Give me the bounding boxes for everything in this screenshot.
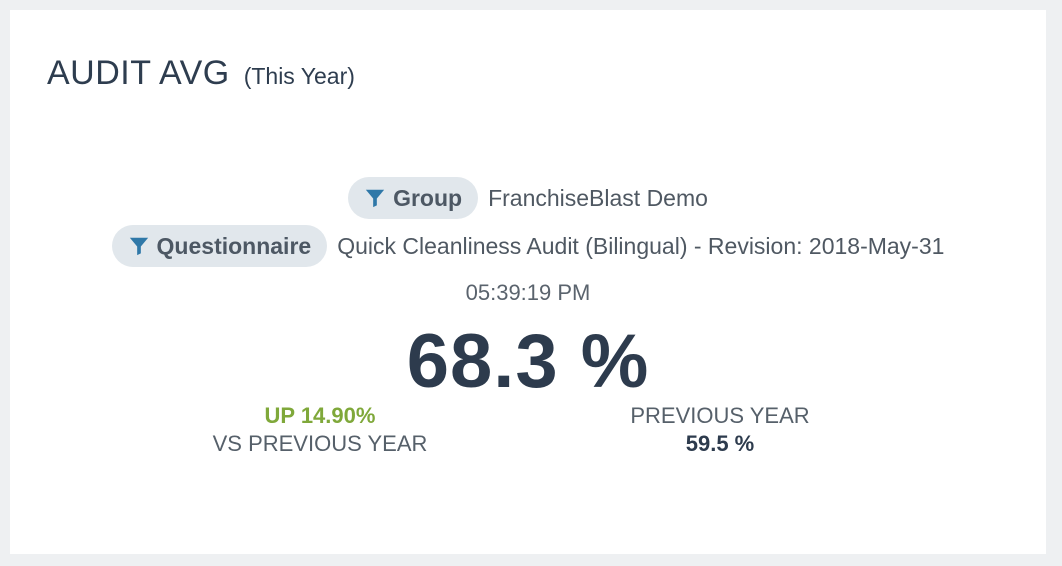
filter-icon <box>129 237 148 256</box>
change-stat: UP 14.90% VS PREVIOUS YEAR <box>170 402 470 458</box>
audit-avg-widget: AUDIT AVG (This Year) Group FranchiseBla… <box>10 10 1046 554</box>
timestamp: 05:39:19 PM <box>465 280 591 305</box>
previous-year-value: 59.5 % <box>685 431 755 456</box>
widget-header: AUDIT AVG (This Year) <box>10 10 1046 106</box>
previous-year-caption: PREVIOUS YEAR <box>630 403 810 428</box>
widget-title-text: AUDIT AVG <box>47 54 230 92</box>
filter-value-group: FranchiseBlast Demo <box>488 184 708 211</box>
filter-icon <box>365 189 385 208</box>
filter-row-group: Group FranchiseBlast Demo <box>10 177 1046 219</box>
filter-value-questionnaire: Quick Cleanliness Audit (Bilingual) - Re… <box>337 232 945 259</box>
filter-chip-questionnaire[interactable]: Questionnaire <box>111 225 328 267</box>
audit-average-value: 68.3 % <box>406 319 650 404</box>
widget-subtitle: (This Year) <box>243 63 355 89</box>
filter-chip-label: Group <box>393 184 463 211</box>
filter-chip-group[interactable]: Group <box>348 177 479 219</box>
widget-title: AUDIT AVG (This Year) <box>47 54 355 93</box>
change-percentage: UP 14.90% <box>264 403 376 428</box>
change-caption: VS PREVIOUS YEAR <box>212 431 428 456</box>
previous-year-stat: PREVIOUS YEAR 59.5 % <box>570 402 870 458</box>
filter-row-questionnaire: Questionnaire Quick Cleanliness Audit (B… <box>10 225 1046 267</box>
filter-chip-label: Questionnaire <box>156 232 312 259</box>
